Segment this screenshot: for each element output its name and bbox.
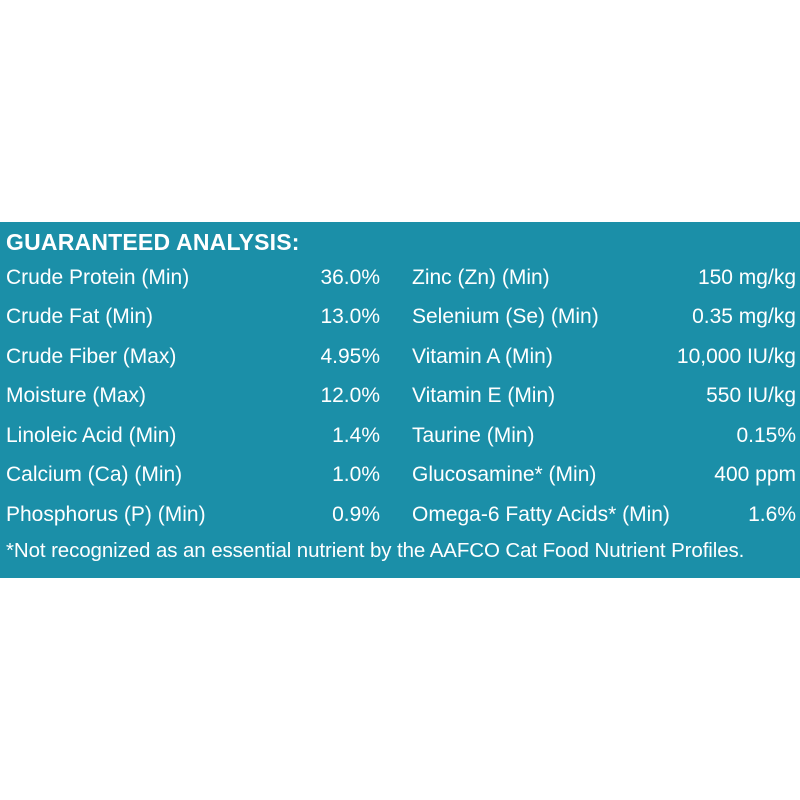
nutrient-value: 1.0% xyxy=(332,463,380,487)
table-row: Moisture (Max) 12.0% Vitamin E (Min) 550… xyxy=(6,377,796,417)
analysis-table: Crude Protein (Min) 36.0% Zinc (Zn) (Min… xyxy=(6,258,796,535)
nutrient-name: Vitamin A (Min) xyxy=(412,344,553,368)
nutrient-name: Phosphorus (P) (Min) xyxy=(6,502,206,526)
guaranteed-analysis-panel: GUARANTEED ANALYSIS: Crude Protein (Min)… xyxy=(0,222,800,578)
nutrient-value: 400 ppm xyxy=(714,463,796,487)
nutrient-value: 1.4% xyxy=(332,423,380,447)
nutrient-name: Moisture (Max) xyxy=(6,384,147,408)
nutrient-name: Crude Fat (Min) xyxy=(6,305,154,329)
nutrient-name: Vitamin E (Min) xyxy=(412,384,556,408)
nutrient-name: Crude Protein (Min) xyxy=(6,265,190,289)
nutrient-name: Omega-6 Fatty Acids* (Min) xyxy=(412,502,670,526)
nutrient-name: Zinc (Zn) (Min) xyxy=(412,265,550,289)
nutrient-name: Crude Fiber (Max) xyxy=(6,344,177,368)
table-row: Calcium (Ca) (Min) 1.0% Glucosamine* (Mi… xyxy=(6,456,796,496)
table-row: Phosphorus (P) (Min) 0.9% Omega-6 Fatty … xyxy=(6,495,796,535)
nutrient-value: 4.95% xyxy=(320,344,380,368)
nutrient-name: Selenium (Se) (Min) xyxy=(412,305,599,329)
nutrient-value: 0.9% xyxy=(332,502,380,526)
table-row: Crude Fiber (Max) 4.95% Vitamin A (Min) … xyxy=(6,337,796,377)
nutrient-name: Glucosamine* (Min) xyxy=(412,463,597,487)
footnote: *Not recognized as an essential nutrient… xyxy=(6,538,745,562)
nutrient-value: 0.35 mg/kg xyxy=(692,305,796,329)
nutrient-value: 1.6% xyxy=(748,502,796,526)
nutrient-value: 12.0% xyxy=(320,384,380,408)
nutrient-value: 36.0% xyxy=(320,265,380,289)
nutrient-value: 0.15% xyxy=(736,423,796,447)
panel-heading: GUARANTEED ANALYSIS: xyxy=(6,229,300,255)
nutrient-name: Calcium (Ca) (Min) xyxy=(6,463,183,487)
nutrient-value: 150 mg/kg xyxy=(697,265,796,289)
table-row: Crude Protein (Min) 36.0% Zinc (Zn) (Min… xyxy=(6,258,796,298)
nutrient-name: Linoleic Acid (Min) xyxy=(6,423,177,447)
nutrient-value: 13.0% xyxy=(320,305,380,329)
nutrient-value: 550 IU/kg xyxy=(706,384,796,408)
nutrient-value: 10,000 IU/kg xyxy=(676,344,796,368)
table-row: Linoleic Acid (Min) 1.4% Taurine (Min) 0… xyxy=(6,416,796,456)
nutrient-name: Taurine (Min) xyxy=(412,423,535,447)
table-row: Crude Fat (Min) 13.0% Selenium (Se) (Min… xyxy=(6,298,796,338)
